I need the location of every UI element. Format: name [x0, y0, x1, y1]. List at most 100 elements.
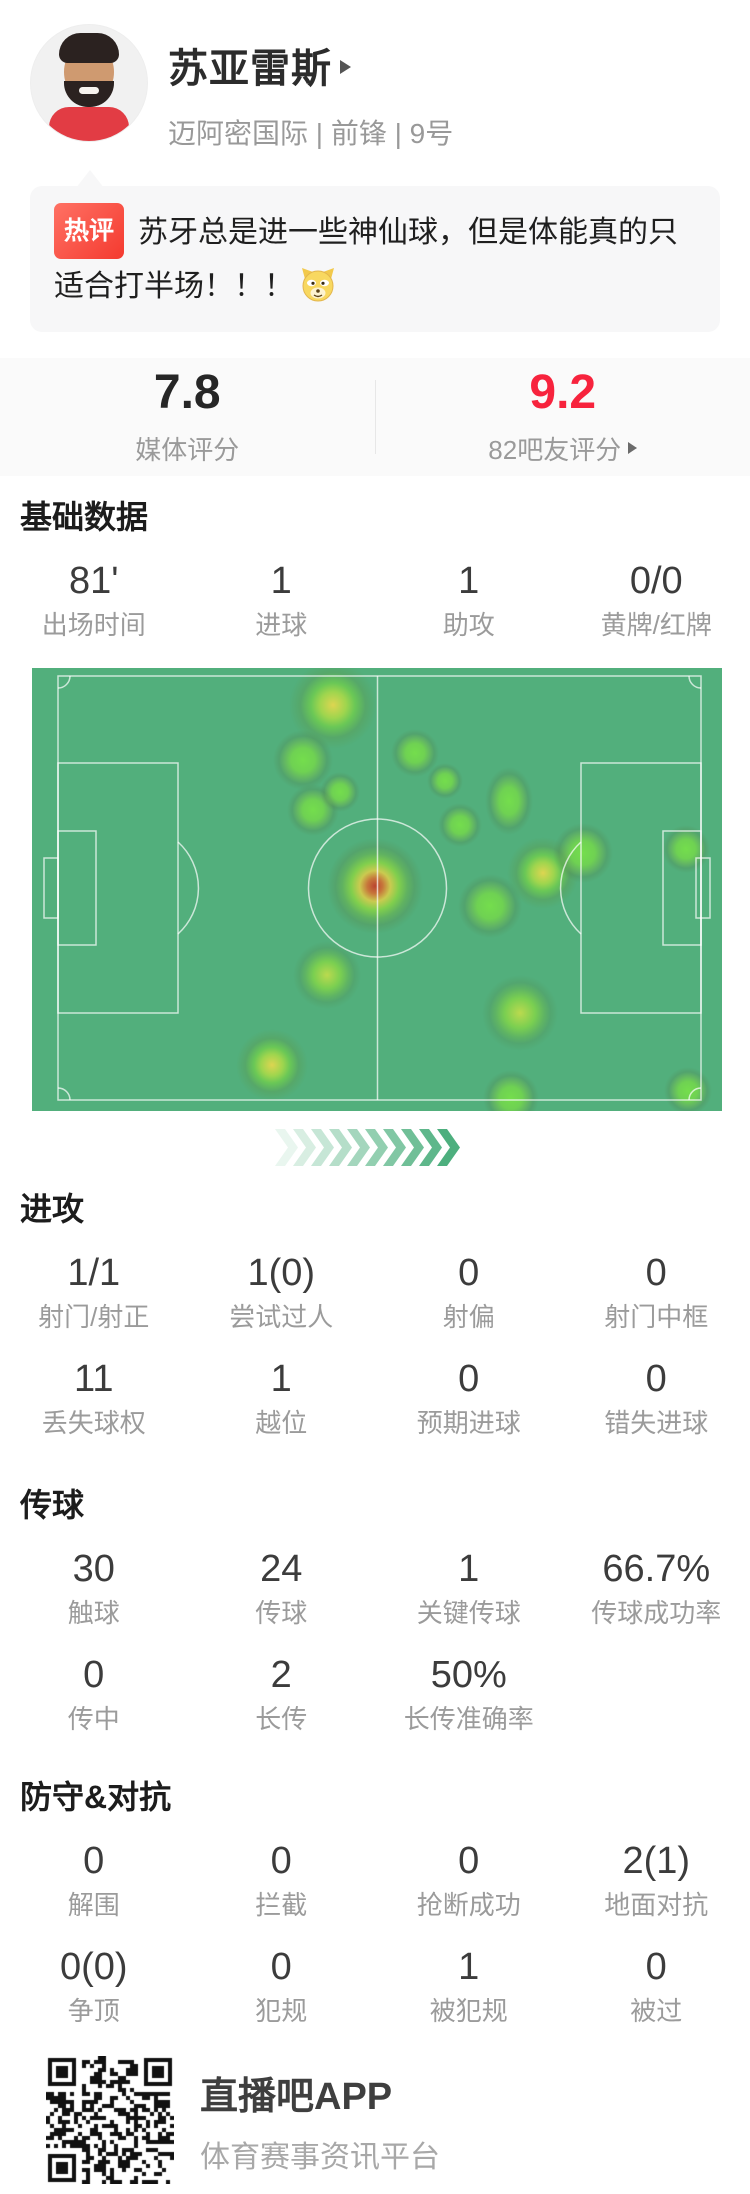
- heat-spot-red: [327, 838, 423, 934]
- stat-value: 1: [458, 1946, 480, 1988]
- stat-label: 出场时间: [41, 610, 146, 640]
- stat-value: 1: [458, 560, 480, 602]
- fan-rating-value: 9.2: [529, 365, 597, 419]
- player-name[interactable]: 苏亚雷斯: [168, 47, 332, 91]
- stat-label: 抢断成功: [416, 1890, 521, 1920]
- heat-spot-green: [485, 767, 533, 835]
- hot-comment-bubble[interactable]: 热评 苏牙总是进一些神仙球，但是体能真的只适合打半场！！！: [30, 170, 720, 332]
- stat-cell: 30 触球: [0, 1548, 188, 1628]
- avatar-hair: [59, 33, 119, 63]
- heat-spot-green: [427, 763, 463, 799]
- stat-cell: 0 预期进球: [375, 1358, 563, 1438]
- hot-comment-text: 热评 苏牙总是进一些神仙球，但是体能真的只适合打半场！！！: [54, 203, 696, 312]
- stat-value: 50%: [430, 1654, 507, 1696]
- chevron-icon: [311, 1129, 334, 1166]
- media-rating-label: 媒体评分: [135, 434, 240, 465]
- avatar-beard: [64, 81, 114, 107]
- stat-label: 传中: [67, 1704, 120, 1734]
- stat-label: 传球: [255, 1598, 308, 1628]
- chevron-icon: [293, 1129, 316, 1166]
- chevron-icon: [365, 1129, 388, 1166]
- attack-stats-grid: 1/1 射门/射正 1(0) 尝试过人 0 射偏 0 射门中框 11 丢失球权 1 越位 0 预期进球 0 错…: [0, 1252, 750, 1438]
- section-title-pass: 传球: [20, 1487, 85, 1523]
- section-title-basic: 基础数据: [20, 499, 149, 535]
- stat-label: 进球: [255, 610, 308, 640]
- stat-cell: 0 解围: [0, 1840, 188, 1920]
- chevron-icon: [401, 1129, 424, 1166]
- stat-value: 0: [458, 1252, 480, 1294]
- app-footer: 直播吧APP 体育赛事资讯平台: [0, 2056, 750, 2184]
- stat-cell: 0(0) 争顶: [0, 1946, 188, 2026]
- stat-grid: 0 解围 0 拦截 0 抢断成功 2(1) 地面对抗 0(0) 争顶 0 犯规 1 被犯规 0 被过: [0, 1840, 750, 2026]
- stat-label: 尝试过人: [229, 1302, 334, 1332]
- stat-value: 0: [458, 1358, 480, 1400]
- stat-label: 地面对抗: [604, 1890, 709, 1920]
- stat-cell: 24 传球: [188, 1548, 376, 1628]
- pass-stats-grid: 30 触球 24 传球 1 关键传球 66.7% 传球成功率 0 传中 2 长传 50% 长传准确率: [0, 1548, 750, 1734]
- stat-value: 2: [270, 1654, 292, 1696]
- stat-label: 越位: [255, 1408, 308, 1438]
- stat-cell: 66.7% 传球成功率: [563, 1548, 750, 1628]
- chevron-icon: [437, 1129, 460, 1166]
- footer-tagline: 体育赛事资讯平台: [200, 2140, 440, 2174]
- stat-label: 争顶: [67, 1996, 120, 2026]
- stat-label: 拦截: [255, 1890, 308, 1920]
- ratings-divider: [374, 380, 376, 454]
- stat-label: 助攻: [442, 610, 495, 640]
- chevron-icon: [275, 1129, 298, 1166]
- avatar-mouth: [79, 87, 99, 94]
- fan-rating[interactable]: 9.2 82吧友评分: [376, 365, 750, 467]
- stat-label: 犯规: [255, 1996, 308, 2026]
- footer-app-name: 直播吧APP: [200, 2075, 393, 2118]
- stat-label: 被犯规: [429, 1996, 508, 2026]
- heat-spot-green: [438, 803, 482, 847]
- stat-grid: 81' 出场时间 1 进球 1 助攻 0/0 黄牌/红牌: [0, 560, 750, 640]
- stat-cell: 81' 出场时间: [0, 560, 188, 640]
- stat-cell: 0 射偏: [375, 1252, 563, 1332]
- player-header[interactable]: 苏亚雷斯 迈阿密国际 | 前锋 | 9号: [0, 0, 750, 152]
- stat-label: 射门/射正: [38, 1302, 150, 1332]
- stat-grid: 1/1 射门/射正 1(0) 尝试过人 0 射偏 0 射门中框 11 丢失球权 1 越位 0 预期进球 0 错…: [0, 1252, 750, 1438]
- section-defense: 防守&对抗 0 解围 0 拦截 0 抢断成功 2(1) 地面对抗 0(0) 争顶 0 犯规 1 被犯规 0 被…: [0, 1780, 750, 2026]
- fan-rating-arrow-icon[interactable]: [628, 442, 638, 454]
- stat-value: 24: [260, 1548, 303, 1590]
- stat-label: 黄牌/红牌: [600, 610, 712, 640]
- stat-cell: 1(0) 尝试过人: [188, 1252, 376, 1332]
- player-avatar: [30, 24, 148, 142]
- stat-value: 0: [645, 1252, 667, 1294]
- stat-cell: 0 抢断成功: [375, 1840, 563, 1920]
- stat-label: 传球成功率: [591, 1598, 722, 1628]
- stat-label: 长传准确率: [403, 1704, 534, 1734]
- player-detail-arrow-icon[interactable]: [340, 60, 351, 74]
- stat-label: 被过: [630, 1996, 683, 2026]
- section-basic: 基础数据 81' 出场时间 1 进球 1 助攻 0/0 黄牌/红牌: [0, 500, 750, 640]
- stat-label: 丢失球权: [41, 1408, 146, 1438]
- stat-value: 0: [270, 1840, 292, 1882]
- hot-comment-badge: 热评: [54, 203, 125, 259]
- stat-value: 0/0: [629, 560, 683, 602]
- heatmap-pitch: [32, 668, 722, 1111]
- media-rating-value: 7.8: [153, 365, 221, 419]
- stat-value: 1: [270, 560, 292, 602]
- stat-label: 长传: [255, 1704, 308, 1734]
- stat-cell: 0 射门中框: [563, 1252, 750, 1332]
- chevron-icon: [383, 1129, 406, 1166]
- stat-value: 66.7%: [602, 1548, 711, 1590]
- stat-cell: 0/0 黄牌/红牌: [563, 560, 750, 640]
- avatar-shirt: [49, 107, 129, 141]
- chevron-arrows-icon: [275, 1129, 460, 1166]
- heat-spot-yellowgreen: [293, 941, 361, 1009]
- stat-value: 1/1: [67, 1252, 121, 1294]
- section-title-defense: 防守&对抗: [20, 1779, 172, 1815]
- stat-label: 关键传球: [416, 1598, 521, 1628]
- stat-cell: 0 错失进球: [563, 1358, 750, 1438]
- stat-value: 0: [645, 1358, 667, 1400]
- stat-value: 1(0): [247, 1252, 316, 1294]
- chevron-icon: [347, 1129, 370, 1166]
- stat-cell: 1 助攻: [375, 560, 563, 640]
- stat-cell: 1/1 射门/射正: [0, 1252, 188, 1332]
- stat-grid: 30 触球 24 传球 1 关键传球 66.7% 传球成功率 0 传中 2 长传 50% 长传准确率: [0, 1548, 750, 1734]
- player-meta: 迈阿密国际 | 前锋 | 9号: [168, 118, 454, 149]
- stat-value: 1: [458, 1548, 480, 1590]
- stat-cell: 0 被过: [563, 1946, 750, 2026]
